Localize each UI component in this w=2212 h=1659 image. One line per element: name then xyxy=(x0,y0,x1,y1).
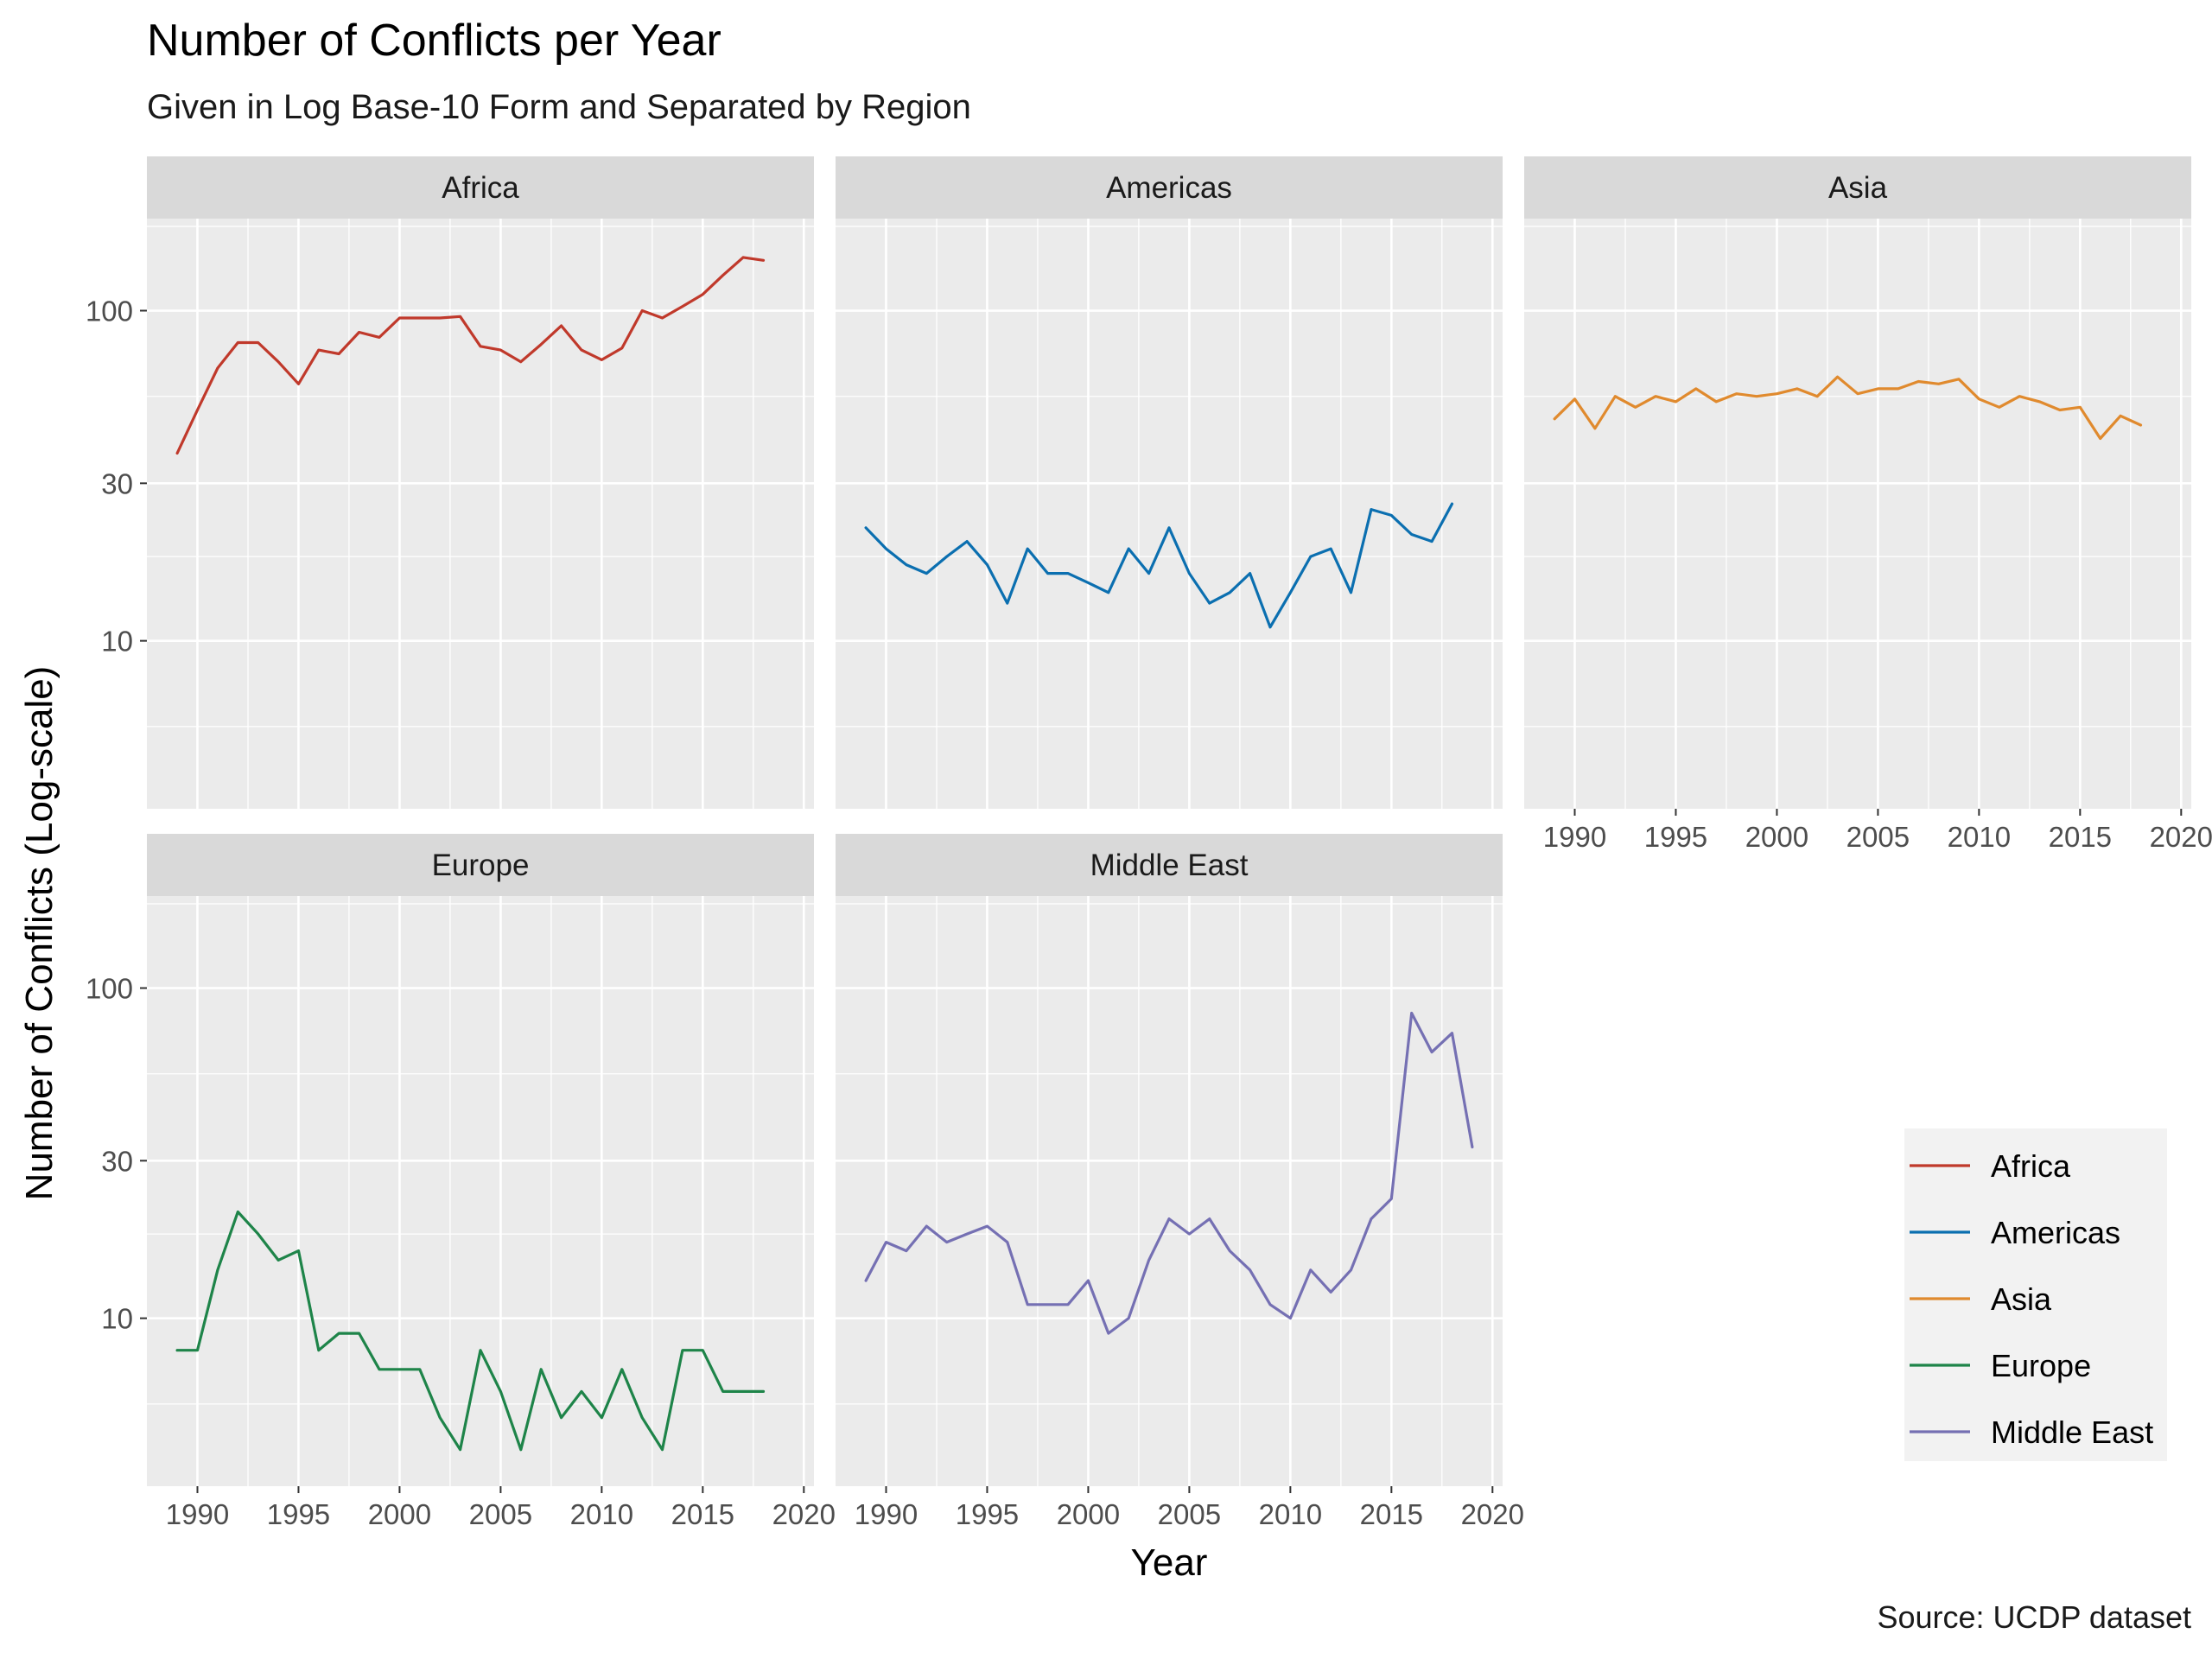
facet-strip-label: Europe xyxy=(432,849,530,882)
y-tick-label: 10 xyxy=(101,1303,133,1335)
x-tick-label: 2015 xyxy=(671,1498,734,1530)
x-tick-label: 1995 xyxy=(267,1498,330,1530)
facet-panels: Africa 10 30 100 Americas Asia 1990 1995 2000 200… xyxy=(86,156,2212,1530)
legend-item: Middle East xyxy=(1910,1414,2153,1450)
x-tick-label: 2000 xyxy=(1057,1498,1120,1530)
panel-background xyxy=(1524,219,2191,809)
x-tick-label: 2010 xyxy=(1948,821,2011,853)
legend-label: Americas xyxy=(1991,1215,2120,1250)
x-tick-label: 2020 xyxy=(772,1498,836,1530)
facet-strip-label: Americas xyxy=(1106,171,1232,205)
facet-panel: Africa 10 30 100 xyxy=(86,156,814,809)
legend: Africa Americas Asia Europe Middle East xyxy=(1904,1128,2167,1461)
x-tick-label: 2005 xyxy=(1847,821,1910,853)
y-tick-label: 100 xyxy=(86,973,133,1005)
facet-strip xyxy=(1524,156,2191,219)
x-tick-label: 1990 xyxy=(1543,821,1606,853)
facet-panel: Americas xyxy=(836,156,1503,809)
x-tick-label: 1995 xyxy=(956,1498,1019,1530)
series-line xyxy=(864,1011,1474,1335)
y-tick-label: 30 xyxy=(101,1145,133,1177)
x-tick-label: 1995 xyxy=(1644,821,1707,853)
panel-background xyxy=(147,896,814,1486)
y-tick-label: 10 xyxy=(101,626,133,658)
legend-item: Europe xyxy=(1910,1348,2091,1383)
x-tick-label: 2005 xyxy=(1158,1498,1221,1530)
facet-strip-label: Africa xyxy=(442,171,519,205)
x-tick-label: 2020 xyxy=(1461,1498,1524,1530)
facet-panel: Asia 1990 1995 2000 2005 2010 2015 2020 xyxy=(1524,156,2212,853)
y-tick-label: 100 xyxy=(86,296,133,327)
y-tick-label: 30 xyxy=(101,467,133,499)
x-tick-label: 2015 xyxy=(2049,821,2112,853)
x-axis-title: Year xyxy=(1131,1541,1208,1584)
legend-label: Middle East xyxy=(1991,1414,2153,1450)
chart-subtitle: Given in Log Base-10 Form and Separated … xyxy=(147,88,971,126)
legend-background xyxy=(1904,1128,2167,1461)
facet-strip xyxy=(147,156,814,219)
panel-background xyxy=(147,219,814,809)
facet-panel: Europe 1990 1995 2000 2005 2010 2015 2020 10 30 10… xyxy=(86,834,836,1530)
legend-label: Europe xyxy=(1991,1348,2091,1383)
x-tick-label: 2010 xyxy=(1259,1498,1322,1530)
legend-item: Americas xyxy=(1910,1215,2120,1250)
series-line xyxy=(864,502,1454,629)
series-line xyxy=(1553,375,2143,441)
legend-item: Africa xyxy=(1910,1148,2071,1184)
facet-strip xyxy=(836,834,1503,896)
x-tick-label: 2000 xyxy=(1745,821,1808,853)
chart-title: Number of Conflicts per Year xyxy=(147,16,721,66)
facet-panel: Middle East 1990 1995 2000 2005 2010 2015 2020 xyxy=(836,834,1524,1530)
x-tick-label: 2020 xyxy=(2150,821,2212,853)
series-line xyxy=(175,256,766,455)
x-tick-label: 1990 xyxy=(855,1498,918,1530)
facet-strip-label: Middle East xyxy=(1090,849,1249,882)
x-tick-label: 2000 xyxy=(368,1498,431,1530)
panel-background xyxy=(836,219,1503,809)
x-tick-label: 2005 xyxy=(469,1498,532,1530)
x-tick-label: 2015 xyxy=(1360,1498,1423,1530)
x-tick-label: 2010 xyxy=(570,1498,633,1530)
y-axis-title: Number of Conflicts (Log-scale) xyxy=(18,666,60,1201)
legend-label: Africa xyxy=(1991,1148,2071,1184)
facet-strip xyxy=(147,834,814,896)
facet-strip xyxy=(836,156,1503,219)
chart-caption: Source: UCDP dataset xyxy=(1877,1599,2191,1635)
panel-background xyxy=(836,896,1503,1486)
facet-strip-label: Asia xyxy=(1828,171,1888,205)
series-line xyxy=(175,1210,766,1452)
x-tick-label: 1990 xyxy=(166,1498,229,1530)
legend-item: Asia xyxy=(1910,1281,2052,1317)
legend-label: Asia xyxy=(1991,1281,2052,1317)
